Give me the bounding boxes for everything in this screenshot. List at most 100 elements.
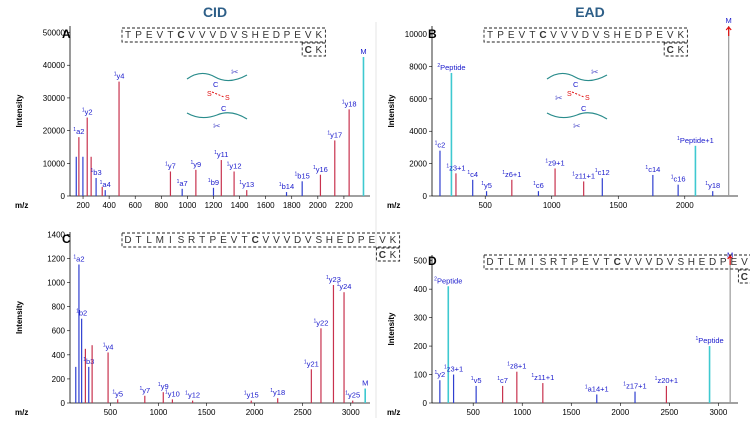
second-sequence-bracket xyxy=(375,247,401,262)
sequence-fragment-bracket xyxy=(121,232,401,248)
y-tick-label: 1000 xyxy=(47,279,65,288)
peak-label: 1y2 xyxy=(82,108,93,117)
sequence-residue: P xyxy=(646,30,653,41)
cys-label-lower: C xyxy=(221,104,227,113)
x-tick-label: 1800 xyxy=(283,201,301,210)
peak-label: 1a7 xyxy=(177,179,188,188)
peak-label: 1y13 xyxy=(239,180,254,189)
peak-label: 1y4 xyxy=(114,72,125,81)
sequence-residue: E xyxy=(730,257,737,268)
y-tick-label: 0 xyxy=(423,192,428,201)
cys-label-upper: C xyxy=(213,80,219,89)
sequence-residue: D xyxy=(273,30,280,41)
x-tick-label: 500 xyxy=(467,408,481,417)
off-scale-arrow-icon xyxy=(725,26,732,36)
x-axis-label: m/z xyxy=(387,408,400,417)
x-tick-label: 1500 xyxy=(609,201,627,210)
y-tick-label: 200 xyxy=(52,375,66,384)
sequence-residue: E xyxy=(146,30,153,41)
peak-label: 1c4 xyxy=(467,170,478,179)
sequence-residue: E xyxy=(368,235,375,246)
peak-label: 1z3+1 xyxy=(444,365,463,374)
sequence-residue: T xyxy=(242,235,248,246)
peak-label: 1c12 xyxy=(595,168,610,177)
sequence-residue-cys: C xyxy=(177,30,184,41)
peak-label: 1b9 xyxy=(208,178,219,187)
y-tick-label: 30000 xyxy=(43,94,66,103)
sequence-residue-cys: C xyxy=(252,235,259,246)
peak-label: 1a14+1 xyxy=(585,384,609,393)
sequence-residue: L xyxy=(508,257,514,268)
second-sequence-cys: C xyxy=(741,272,748,283)
sequence-residue: T xyxy=(604,257,610,268)
peak-label: 1y7 xyxy=(139,386,150,395)
x-tick-label: 2000 xyxy=(309,201,327,210)
sequence-residue: V xyxy=(209,30,216,41)
peak-label: 1y18 xyxy=(270,388,285,397)
x-tick-label: 2500 xyxy=(660,408,678,417)
y-tick-label: 300 xyxy=(414,314,428,323)
x-tick-label: 3000 xyxy=(342,408,360,417)
peak-label: 2Peptide xyxy=(434,276,462,285)
x-tick-label: 2000 xyxy=(611,408,629,417)
peak-label: 1a2 xyxy=(73,255,84,264)
sequence-residue: P xyxy=(358,235,365,246)
peak-label: 1Peptide xyxy=(695,336,723,345)
sequence-residue: E xyxy=(656,30,663,41)
peak-label: 1z6+1 xyxy=(502,170,521,179)
y-axis-label: Intensity xyxy=(387,94,396,127)
sequence-residue: E xyxy=(582,257,589,268)
peak-label: 1c14 xyxy=(645,165,660,174)
y-tick-label: 40000 xyxy=(43,61,66,70)
sequence-residue: T xyxy=(529,30,535,41)
peak-label: 1z3+1 xyxy=(446,163,465,172)
sequence-residue: E xyxy=(699,257,706,268)
sequence-residue: T xyxy=(498,257,504,268)
peak-label: 1y23 xyxy=(326,275,341,284)
sequence-residue: H xyxy=(326,235,333,246)
sequence-residue: V xyxy=(284,235,291,246)
peptide-sequence: T P E V T C V V V D V S H E D P E V KC K xyxy=(483,27,688,57)
peptide-chain-upper xyxy=(186,72,248,82)
sequence-residue: S xyxy=(241,30,248,41)
peak-label: 1y2 xyxy=(434,370,445,379)
panel-letter: D xyxy=(428,254,437,268)
sequence-residue: P xyxy=(720,257,727,268)
x-tick-label: 500 xyxy=(104,408,118,417)
y-tick-label: 0 xyxy=(423,399,428,408)
sequence-residue: S xyxy=(315,235,322,246)
y-tick-label: 6000 xyxy=(409,95,427,104)
sequence-residue: P xyxy=(571,257,578,268)
peak-label: 1c16 xyxy=(671,175,686,184)
peak-label: 1y12 xyxy=(185,391,200,400)
y-axis-label: Intensity xyxy=(15,94,24,127)
peak-label: M xyxy=(726,16,732,25)
y-tick-label: 4000 xyxy=(409,127,427,136)
second-sequence-k: K xyxy=(315,45,322,56)
peak-label: 1y12 xyxy=(227,161,242,170)
sequence-residue: D xyxy=(486,257,493,268)
sequence-residue: V xyxy=(305,235,312,246)
second-sequence-bracket xyxy=(737,269,750,284)
sequence-residue: V xyxy=(273,235,280,246)
x-axis-label: m/z xyxy=(387,201,400,210)
peak-label: 1a2 xyxy=(73,127,84,136)
sequence-residue: D xyxy=(294,235,301,246)
x-tick-label: 400 xyxy=(102,201,116,210)
y-tick-label: 0 xyxy=(61,192,66,201)
scissors-icon: ✂ xyxy=(231,67,239,77)
x-tick-label: 500 xyxy=(479,201,493,210)
peak-label: 1y24 xyxy=(337,282,352,291)
sequence-residue: V xyxy=(571,30,578,41)
sequence-residue: P xyxy=(497,30,504,41)
sequence-residue: V xyxy=(305,30,312,41)
x-tick-label: 1500 xyxy=(562,408,580,417)
sequence-residue: S xyxy=(677,257,684,268)
sulfur-label-lower: S xyxy=(225,95,230,102)
y-tick-label: 400 xyxy=(414,285,428,294)
x-tick-label: 3000 xyxy=(709,408,727,417)
peak-label: 1y18 xyxy=(342,99,357,108)
peak-label: 1b15 xyxy=(295,171,310,180)
